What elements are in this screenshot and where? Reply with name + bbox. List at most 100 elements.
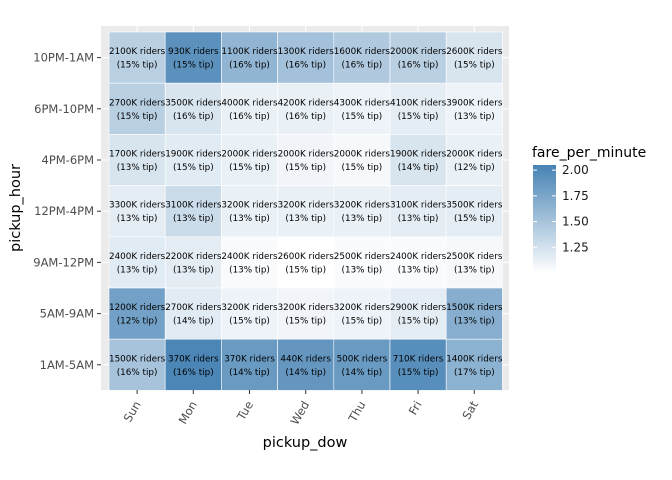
heatmap-cell <box>108 185 166 238</box>
heatmap-cell <box>221 31 278 84</box>
heatmap-cell <box>333 31 391 84</box>
cell-riders-label: 710K riders <box>393 354 444 364</box>
cell-riders-label: 2700K riders <box>109 98 166 108</box>
cell-riders-label: 370K riders <box>168 354 219 364</box>
cell-tip-label: (14% tip) <box>285 368 326 378</box>
cell-tip-label: (14% tip) <box>229 368 270 378</box>
heatmap-cell <box>277 134 335 186</box>
cell-riders-label: 4300K riders <box>334 98 391 108</box>
cell-tip-label: (13% tip) <box>454 317 495 327</box>
cell-riders-label: 2200K riders <box>165 252 222 262</box>
heatmap-cell <box>333 287 391 340</box>
cell-tip-label: (15% tip) <box>398 317 439 327</box>
cell-tip-label: (13% tip) <box>173 265 214 275</box>
heatmap-cell <box>333 185 391 238</box>
x-tick-label: Mon <box>176 399 200 427</box>
heatmap-cell <box>221 236 278 289</box>
heatmap-cell <box>164 287 222 340</box>
legend-tick-label: 2.00 <box>562 163 589 177</box>
cell-tip-label: (13% tip) <box>117 214 158 224</box>
cell-riders-label: 3200K riders <box>278 303 335 313</box>
heatmap-cell <box>108 236 166 289</box>
cell-tip-label: (15% tip) <box>229 163 270 173</box>
heatmap-cell <box>389 185 447 238</box>
heatmap-cell <box>445 134 503 186</box>
cell-tip-label: (15% tip) <box>285 163 326 173</box>
cell-tip-label: (15% tip) <box>173 61 214 71</box>
cell-riders-label: 3900K riders <box>446 98 503 108</box>
heatmap-cell <box>221 287 278 340</box>
cell-tip-label: (16% tip) <box>342 61 383 71</box>
cell-riders-label: 2400K riders <box>109 252 166 262</box>
cell-riders-label: 500K riders <box>337 354 388 364</box>
heatmap-cell <box>221 134 278 186</box>
cell-riders-label: 1700K riders <box>109 150 166 160</box>
heatmap-cell <box>277 236 335 289</box>
x-axis: Sun Mon Tue Wed Thu Fri Sat <box>121 390 481 428</box>
cell-tip-label: (15% tip) <box>398 368 439 378</box>
cell-riders-label: 3200K riders <box>334 303 391 313</box>
legend-ticks: 2.00 1.75 1.50 1.25 <box>533 163 589 254</box>
heatmap-cell <box>389 31 447 84</box>
y-tick-label: 5AM-9AM <box>40 307 94 321</box>
y-tick-label: 1AM-5AM <box>40 358 94 372</box>
cell-riders-label: 2700K riders <box>165 303 222 313</box>
cell-tip-label: (15% tip) <box>342 163 383 173</box>
cell-tip-label: (15% tip) <box>454 61 495 71</box>
cell-tip-label: (13% tip) <box>398 265 439 275</box>
x-tick-label: Tue <box>234 399 256 424</box>
cell-riders-label: 3200K riders <box>278 201 335 211</box>
cell-riders-label: 1900K riders <box>390 150 447 160</box>
heatmap-cell <box>389 338 447 391</box>
cell-riders-label: 2500K riders <box>446 252 503 262</box>
x-tick-label: Wed <box>288 399 313 428</box>
cell-tip-label: (16% tip) <box>398 61 439 71</box>
legend: fare_per_minute 2.00 1.75 1.50 1.25 <box>532 145 646 273</box>
heatmap-cell <box>389 82 447 135</box>
x-tick-label: Sun <box>121 399 144 425</box>
cell-riders-label: 4000K riders <box>221 98 278 108</box>
heatmap-cell <box>164 82 222 135</box>
heatmap-cell <box>221 338 278 391</box>
cell-riders-label: 1400K riders <box>446 354 503 364</box>
cell-riders-label: 2500K riders <box>334 252 391 262</box>
cell-riders-label: 2000K riders <box>278 150 335 160</box>
x-tick-label: Fri <box>406 399 425 418</box>
heatmap-cell <box>333 134 391 186</box>
cell-tip-label: (12% tip) <box>454 163 495 173</box>
cell-tip-label: (15% tip) <box>229 317 270 327</box>
heatmap-cell <box>164 236 222 289</box>
heatmap-cell <box>445 185 503 238</box>
cell-riders-label: 2600K riders <box>278 252 335 262</box>
cell-riders-label: 1500K riders <box>446 303 503 313</box>
cell-riders-label: 2400K riders <box>221 252 278 262</box>
heatmap-cell <box>445 287 503 340</box>
y-axis: 10PM-1AM 6PM-10PM 4PM-6PM 12PM-4PM 9AM-12PM 5… <box>33 51 101 372</box>
cell-tip-label: (13% tip) <box>229 214 270 224</box>
cell-tip-label: (13% tip) <box>454 112 495 122</box>
cell-tip-label: (13% tip) <box>117 265 158 275</box>
heatmap-cell <box>108 82 166 135</box>
heatmap-cell <box>333 82 391 135</box>
cell-riders-label: 2000K riders <box>334 150 391 160</box>
cell-tip-label: (15% tip) <box>342 317 383 327</box>
heatmap-cell <box>277 185 335 238</box>
cell-riders-label: 3100K riders <box>390 201 447 211</box>
heatmap-cell <box>221 82 278 135</box>
cell-riders-label: 440K riders <box>280 354 331 364</box>
heatmap-cell <box>389 236 447 289</box>
heatmap-cell <box>108 134 166 186</box>
heatmap-cell <box>333 236 391 289</box>
cell-tip-label: (13% tip) <box>342 214 383 224</box>
cell-tip-label: (13% tip) <box>285 214 326 224</box>
y-tick-label: 6PM-10PM <box>34 102 94 116</box>
cell-riders-label: 370K riders <box>224 354 275 364</box>
heatmap-cell <box>277 31 335 84</box>
heatmap-cell <box>333 338 391 391</box>
cell-riders-label: 2100K riders <box>109 47 166 57</box>
y-tick-label: 9AM-12PM <box>33 255 94 269</box>
heatmap-cell <box>445 338 503 391</box>
legend-title: fare_per_minute <box>532 145 646 161</box>
cell-tip-label: (13% tip) <box>398 214 439 224</box>
cell-tip-label: (12% tip) <box>117 317 158 327</box>
